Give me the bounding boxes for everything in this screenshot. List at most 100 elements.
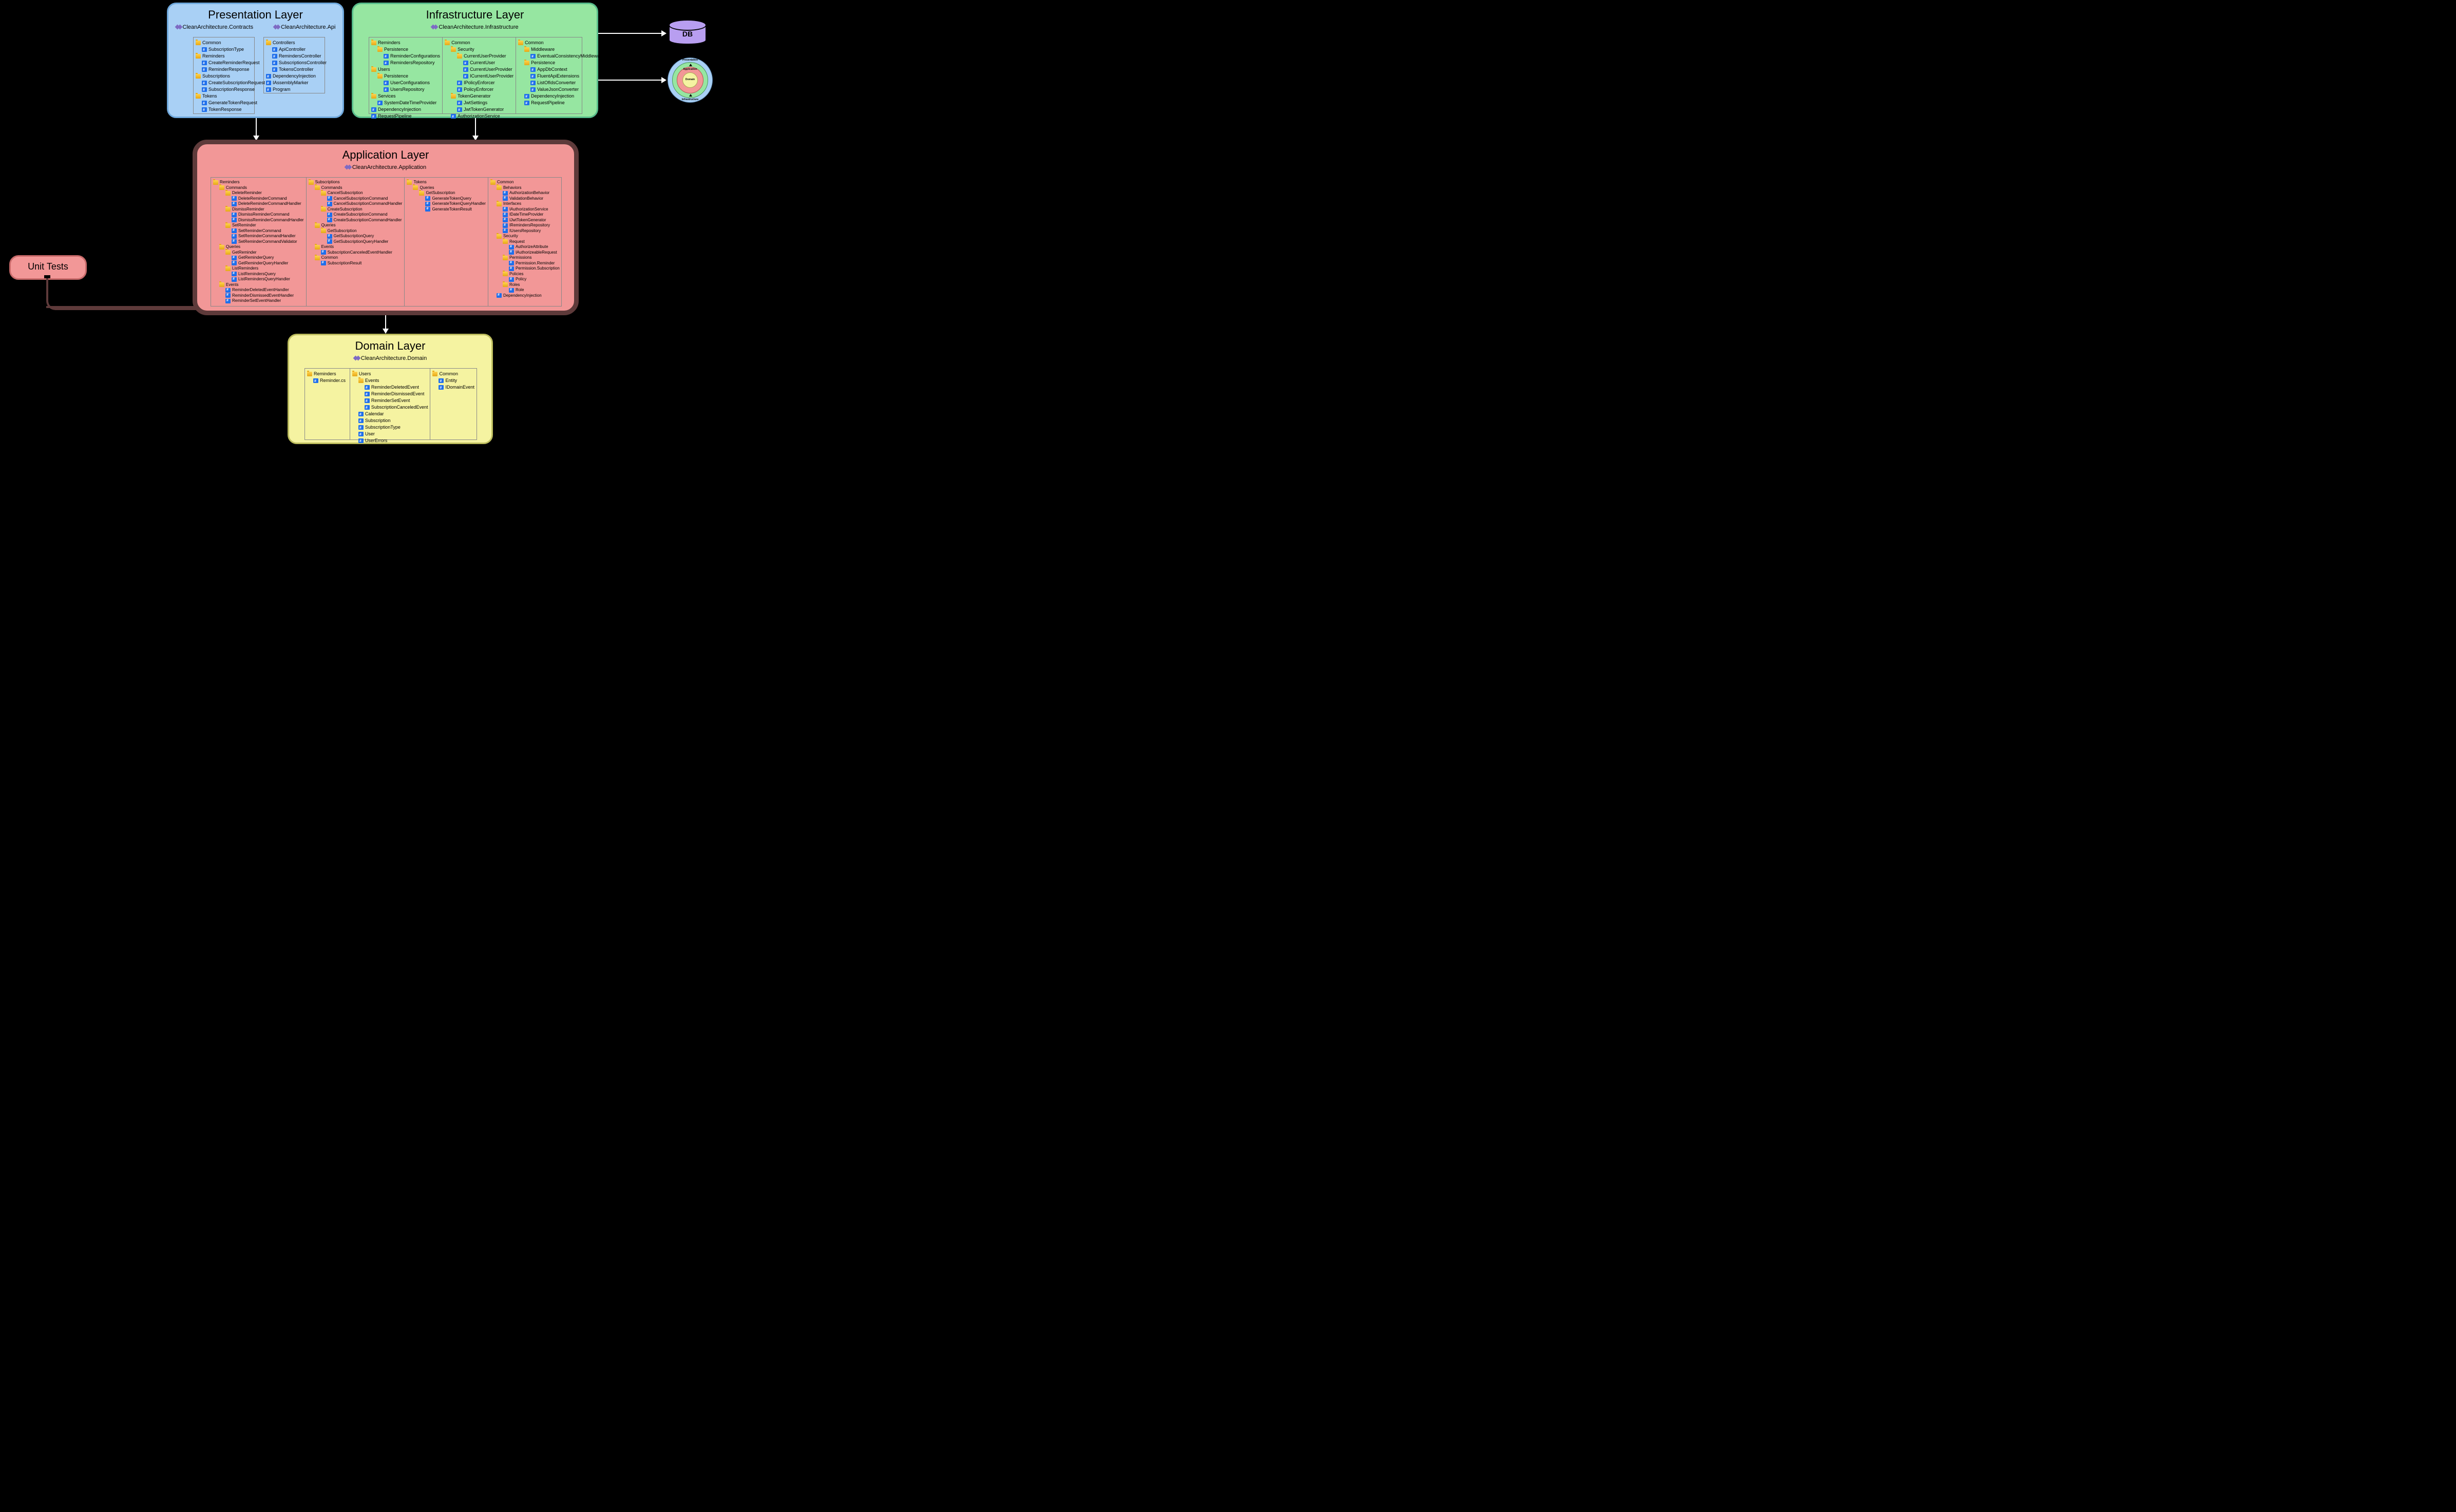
folder-icon [377, 74, 383, 79]
onion-label-presentation: Presentation [668, 59, 713, 62]
arrow-pres-app [256, 118, 257, 137]
folder-icon [524, 61, 529, 65]
file-item: UserErrors [352, 437, 428, 444]
tree-label: ReminderSetEvent [371, 397, 410, 404]
onion-label-domain: Domain [668, 78, 713, 81]
proj-app: CleanArchitecture.Application [197, 164, 574, 174]
tree-label: GetReminder [232, 250, 257, 256]
file-item: ReminderDeletedEvent [352, 384, 428, 391]
file-item: Calendar [352, 411, 428, 417]
unit-tests-connector-h [46, 306, 195, 308]
application-inner: RemindersCommandsDeleteReminderDeleteRem… [211, 177, 562, 307]
csharp-icon [457, 81, 462, 85]
csharp-icon [503, 207, 508, 212]
folder-item: GetSubscription [407, 190, 486, 196]
folder-icon [524, 47, 529, 52]
tree-label: DependencyInjection [273, 73, 316, 80]
folder-item: GetReminder [213, 250, 304, 256]
folder-item: Events [213, 282, 304, 288]
csharp-icon [530, 54, 536, 59]
file-item: UsersRepository [371, 86, 440, 93]
tree-label: Persistence [384, 73, 408, 80]
csharp-icon [232, 213, 237, 217]
tree-label: PolicyEnforcer [464, 86, 493, 93]
tree-label: DismissReminder [232, 207, 264, 213]
file-item: SubscriptionCanceledEventHandler [309, 250, 403, 256]
csharp-icon [232, 228, 237, 233]
tree-label: Common [525, 40, 544, 46]
tree-label: SubscriptionCanceledEventHandler [328, 250, 392, 256]
tree-label: Permissions [509, 255, 532, 261]
csharp-icon [530, 81, 536, 85]
csharp-icon [425, 196, 430, 201]
folder-item: Middleware [518, 46, 604, 53]
tree-label: TokenGenerator [458, 93, 491, 100]
csharp-icon [232, 202, 237, 206]
db-top [669, 20, 707, 31]
tree-label: Program [273, 86, 291, 93]
csharp-icon [463, 67, 468, 72]
folder-item: CancelSubscription [309, 190, 403, 196]
folder-item: Tokens [407, 180, 486, 185]
csharp-icon [384, 81, 389, 85]
tree-label: Subscriptions [202, 73, 230, 80]
domain-inner: RemindersReminder.cs UsersEventsReminder… [304, 368, 477, 440]
tree-label: Queries [420, 185, 434, 191]
file-item: ValidationBehavior [490, 196, 560, 202]
csharp-icon [358, 432, 364, 436]
folder-item: Persistence [371, 73, 440, 80]
tree-label: CreateSubscription [328, 207, 363, 213]
file-item: Permission.Reminder [490, 261, 560, 266]
tiny-arrow [689, 64, 692, 66]
tree-label: ReminderDeletedEventHandler [232, 288, 289, 293]
folder-icon [358, 378, 364, 383]
csharp-icon [509, 245, 514, 250]
tree-label: Common [202, 40, 221, 46]
folder-icon [266, 41, 271, 45]
folder-item: Users [371, 66, 440, 73]
csharp-icon [202, 101, 207, 105]
tree-label: CreateReminderRequest [208, 60, 260, 66]
csharp-icon [225, 293, 231, 298]
domain-col-a: RemindersReminder.cs [305, 369, 350, 439]
tree-label: Reminders [202, 53, 225, 60]
tree-label: ICurrentUserProvider [470, 73, 513, 80]
tree-label: Common [321, 255, 338, 261]
csharp-icon [358, 425, 364, 430]
tree-label: Controllers [273, 40, 295, 46]
file-item: SystemDateTimeProvider [371, 100, 440, 106]
vs-icon [354, 355, 360, 361]
csharp-icon [463, 61, 468, 65]
csharp-icon [202, 107, 207, 112]
tree-label: FluentApiExtensions [537, 73, 579, 80]
infra-col-b: CommonSecurityCurrentUserProviderCurrent… [443, 37, 516, 113]
vs-icon [431, 24, 437, 30]
folder-icon [219, 245, 224, 250]
file-item: DependencyInjection [490, 293, 560, 299]
tree-label: Events [226, 282, 238, 288]
file-item: RemindersRepository [371, 60, 440, 66]
file-item: Entity [432, 377, 474, 384]
file-item: SetReminderCommand [213, 228, 304, 234]
file-item: ReminderConfigurations [371, 53, 440, 60]
tiny-arrow [689, 94, 692, 97]
csharp-icon [202, 81, 207, 85]
folder-icon [213, 180, 218, 185]
folder-item: Reminders [196, 53, 252, 60]
csharp-icon [530, 67, 536, 72]
csharp-icon [321, 250, 326, 255]
csharp-icon [232, 196, 237, 201]
tree-label: Common [497, 180, 513, 185]
csharp-icon [377, 101, 383, 105]
folder-item: Common [309, 255, 403, 261]
tree-label: Interfaces [503, 201, 521, 207]
tree-label: Persistence [531, 60, 555, 66]
tree-label: Policies [509, 272, 524, 277]
csharp-icon [272, 61, 277, 65]
tree-label: JwtSettings [464, 100, 487, 106]
file-item: CurrentUserProvider [445, 66, 513, 73]
tree-label: ReminderConfigurations [390, 53, 440, 60]
csharp-icon [225, 288, 231, 293]
csharp-icon [232, 272, 237, 276]
file-item: TokenResponse [196, 106, 252, 113]
